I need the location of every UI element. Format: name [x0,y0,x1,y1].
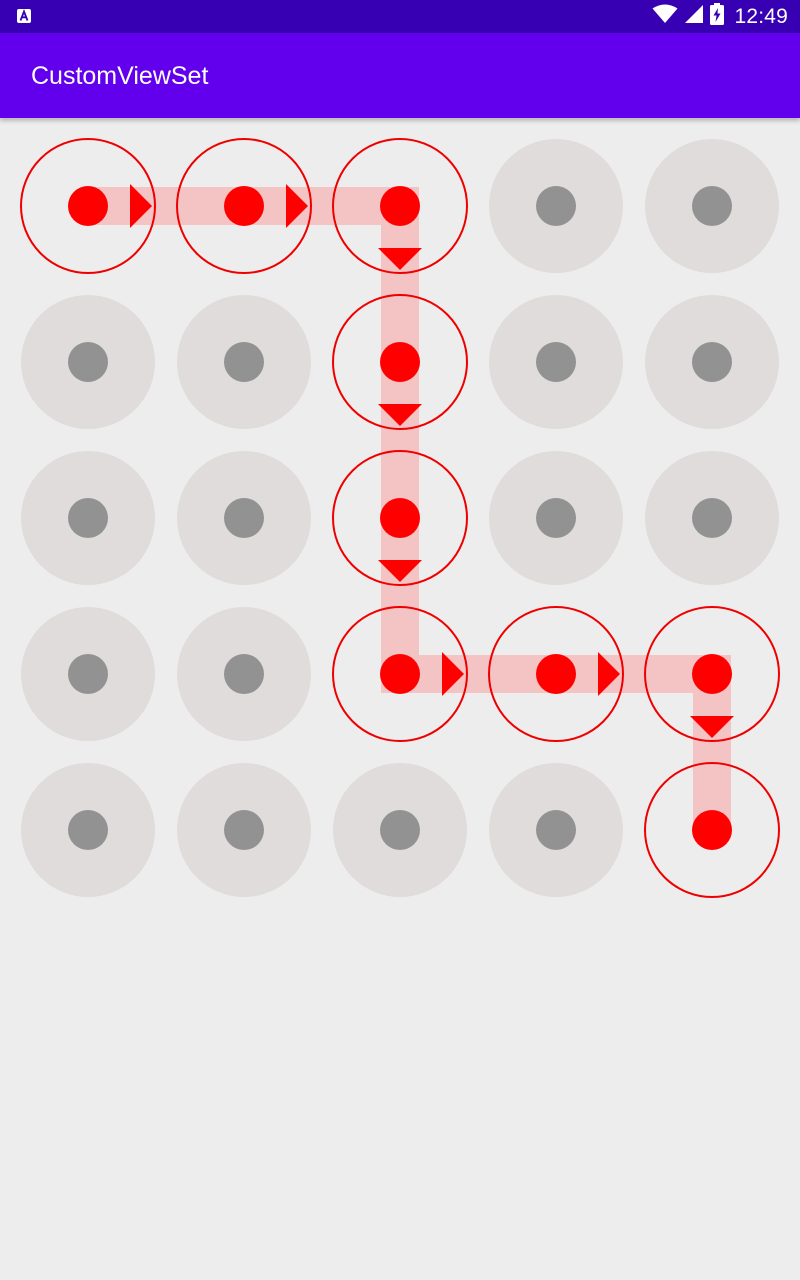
battery-charging-icon [710,3,725,30]
node-dot [224,342,264,382]
selected-node-dot[interactable] [68,186,108,226]
selected-node-ring [332,294,468,430]
pattern-node[interactable] [489,763,623,897]
selected-node-dot[interactable] [380,654,420,694]
node-dot [224,810,264,850]
selected-node-dot[interactable] [692,654,732,694]
selected-node-ring [332,606,468,742]
selected-node-ring [332,138,468,274]
node-dot [68,810,108,850]
direction-arrow-icon [442,652,464,696]
selected-node-dot[interactable] [380,342,420,382]
pattern-node[interactable] [21,607,155,741]
app-bar: CustomViewSet [0,33,800,118]
selected-node-dot[interactable] [380,186,420,226]
node-dot [224,654,264,694]
pattern-node[interactable] [21,451,155,585]
pattern-node[interactable] [177,451,311,585]
wifi-icon [652,4,678,29]
pattern-node[interactable] [489,451,623,585]
node-dot [68,498,108,538]
direction-arrow-icon [598,652,620,696]
pattern-node[interactable] [489,139,623,273]
node-dot [692,342,732,382]
direction-arrow-icon [130,184,152,228]
status-bar: 12:49 [0,0,800,33]
direction-arrow-icon [690,716,734,738]
selected-node-ring [176,138,312,274]
node-dot [536,810,576,850]
node-dot [536,186,576,226]
node-dot [536,342,576,382]
node-dot [68,342,108,382]
pattern-grid[interactable] [0,118,800,918]
app-title: CustomViewSet [31,62,209,90]
direction-arrow-icon [378,404,422,426]
direction-arrow-icon [378,560,422,582]
direction-arrow-icon [378,248,422,270]
selected-node-dot[interactable] [224,186,264,226]
direction-arrow-icon [286,184,308,228]
selected-node-ring [644,606,780,742]
selected-node-ring [20,138,156,274]
node-dot [692,498,732,538]
selected-node-dot[interactable] [536,654,576,694]
text-a-icon [16,8,32,24]
selected-node-ring [488,606,624,742]
pattern-lock-view[interactable] [0,118,800,918]
selected-node-dot[interactable] [380,498,420,538]
pattern-node[interactable] [645,295,779,429]
pattern-node[interactable] [645,139,779,273]
selected-node-ring [644,762,780,898]
pattern-node[interactable] [21,295,155,429]
node-dot [68,654,108,694]
selected-node-ring [332,450,468,586]
pattern-node[interactable] [177,763,311,897]
pattern-node[interactable] [177,607,311,741]
node-dot [536,498,576,538]
pattern-node[interactable] [645,451,779,585]
clock-time: 12:49 [734,4,788,28]
node-dot [380,810,420,850]
pattern-node[interactable] [21,763,155,897]
selected-node-dot[interactable] [692,810,732,850]
pattern-node[interactable] [489,295,623,429]
pattern-node[interactable] [333,763,467,897]
signal-icon [684,4,704,29]
node-dot [692,186,732,226]
node-dot [224,498,264,538]
pattern-node[interactable] [177,295,311,429]
